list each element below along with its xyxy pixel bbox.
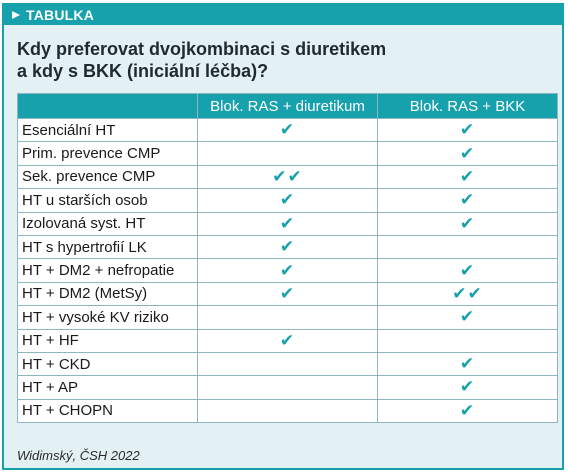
cell-bkk: ✔ (377, 398, 558, 424)
header-cell-empty (17, 93, 198, 119)
cell-bkk: ✔✔ (377, 281, 558, 307)
row-label: Izolovaná syst. HT (17, 211, 198, 236)
check-icon: ✔ (459, 213, 476, 233)
check-icon: ✔✔ (272, 166, 303, 186)
table-row: Esenciální HT ✔ ✔ (17, 117, 558, 143)
row-label: HT s hypertrofií LK (17, 234, 198, 260)
cell-bkk: ✔ (377, 188, 558, 213)
row-label: HT + CHOPN (17, 398, 198, 424)
row-label: Sek. prevence CMP (17, 164, 198, 190)
table-row: HT + DM2 (MetSy) ✔ ✔✔ (17, 281, 558, 307)
check-icon: ✔ (459, 377, 476, 397)
cell-bkk: ✔ (377, 351, 558, 377)
cell-bkk: ✔ (377, 375, 558, 400)
table-row: HT + DM2 + nefropatie ✔ ✔ (17, 258, 558, 283)
cell-bkk: ✔ (377, 141, 558, 166)
row-label: HT + CKD (17, 351, 198, 377)
table-row: HT + vysoké KV riziko ✔ (17, 305, 558, 330)
tab-label: TABULKA (26, 7, 95, 23)
comparison-table: Blok. RAS + diuretikum Blok. RAS + BKK E… (17, 93, 558, 424)
cell-bkk: ✔ (377, 258, 558, 283)
row-label: HT + HF (17, 328, 198, 353)
title-line-2: a kdy s BKK (iniciální léčba)? (17, 61, 269, 81)
cell-diuretikum: ✔ (197, 328, 378, 353)
check-icon: ✔ (279, 330, 296, 350)
cell-diuretikum: ✔ (197, 117, 378, 143)
cell-bkk: ✔ (377, 164, 558, 190)
cell-bkk (377, 234, 558, 260)
header-cell-diuretikum: Blok. RAS + diuretikum (197, 93, 378, 119)
table-row: Prim. prevence CMP ✔ (17, 141, 558, 166)
cell-diuretikum: ✔ (197, 258, 378, 283)
box-title: Kdy preferovat dvojkombinaci s diuretike… (17, 38, 537, 82)
header-cell-bkk: Blok. RAS + BKK (377, 93, 558, 119)
check-icon: ✔✔ (452, 283, 483, 303)
check-icon: ✔ (459, 143, 476, 163)
cell-diuretikum (197, 398, 378, 424)
check-icon: ✔ (279, 260, 296, 280)
table-row: HT + CKD ✔ (17, 351, 558, 377)
table-row: HT + AP ✔ (17, 375, 558, 400)
row-label: HT + AP (17, 375, 198, 400)
table-header-row: Blok. RAS + diuretikum Blok. RAS + BKK (17, 93, 558, 119)
row-label: Esenciální HT (17, 117, 198, 143)
cell-diuretikum (197, 141, 378, 166)
check-icon: ✔ (279, 283, 296, 303)
cell-diuretikum: ✔ (197, 188, 378, 213)
row-label: HT + DM2 + nefropatie (17, 258, 198, 283)
cell-diuretikum (197, 375, 378, 400)
check-icon: ✔ (279, 190, 296, 210)
source-citation: Widimský, ČSH 2022 (17, 448, 140, 463)
cell-diuretikum: ✔ (197, 281, 378, 307)
check-icon: ✔ (279, 237, 296, 257)
check-icon: ✔ (459, 354, 476, 374)
row-label: HT u starších osob (17, 188, 198, 213)
cell-bkk: ✔ (377, 211, 558, 236)
filled-triangle-icon (8, 5, 24, 25)
table-row: HT s hypertrofií LK ✔ (17, 234, 558, 260)
tab-header: TABULKA (4, 5, 562, 25)
table-row: HT u starších osob ✔ ✔ (17, 188, 558, 213)
check-icon: ✔ (459, 190, 476, 210)
table-box: TABULKA Kdy preferovat dvojkombinaci s d… (2, 3, 564, 470)
table-row: Izolovaná syst. HT ✔ ✔ (17, 211, 558, 236)
cell-diuretikum: ✔ (197, 211, 378, 236)
table-row: HT + HF ✔ (17, 328, 558, 353)
cell-bkk: ✔ (377, 305, 558, 330)
table-row: Sek. prevence CMP ✔✔ ✔ (17, 164, 558, 190)
check-icon: ✔ (459, 166, 476, 186)
cell-bkk: ✔ (377, 117, 558, 143)
check-icon: ✔ (459, 307, 476, 327)
table-row: HT + CHOPN ✔ (17, 398, 558, 424)
cell-bkk (377, 328, 558, 353)
cell-diuretikum (197, 305, 378, 330)
check-icon: ✔ (279, 120, 296, 140)
check-icon: ✔ (279, 213, 296, 233)
cell-diuretikum: ✔ (197, 234, 378, 260)
check-icon: ✔ (459, 400, 476, 420)
row-label: HT + DM2 (MetSy) (17, 281, 198, 307)
check-icon: ✔ (459, 260, 476, 280)
cell-diuretikum: ✔✔ (197, 164, 378, 190)
title-line-1: Kdy preferovat dvojkombinaci s diuretike… (17, 39, 387, 59)
check-icon: ✔ (459, 120, 476, 140)
cell-diuretikum (197, 351, 378, 377)
row-label: HT + vysoké KV riziko (17, 305, 198, 330)
row-label: Prim. prevence CMP (17, 141, 198, 166)
